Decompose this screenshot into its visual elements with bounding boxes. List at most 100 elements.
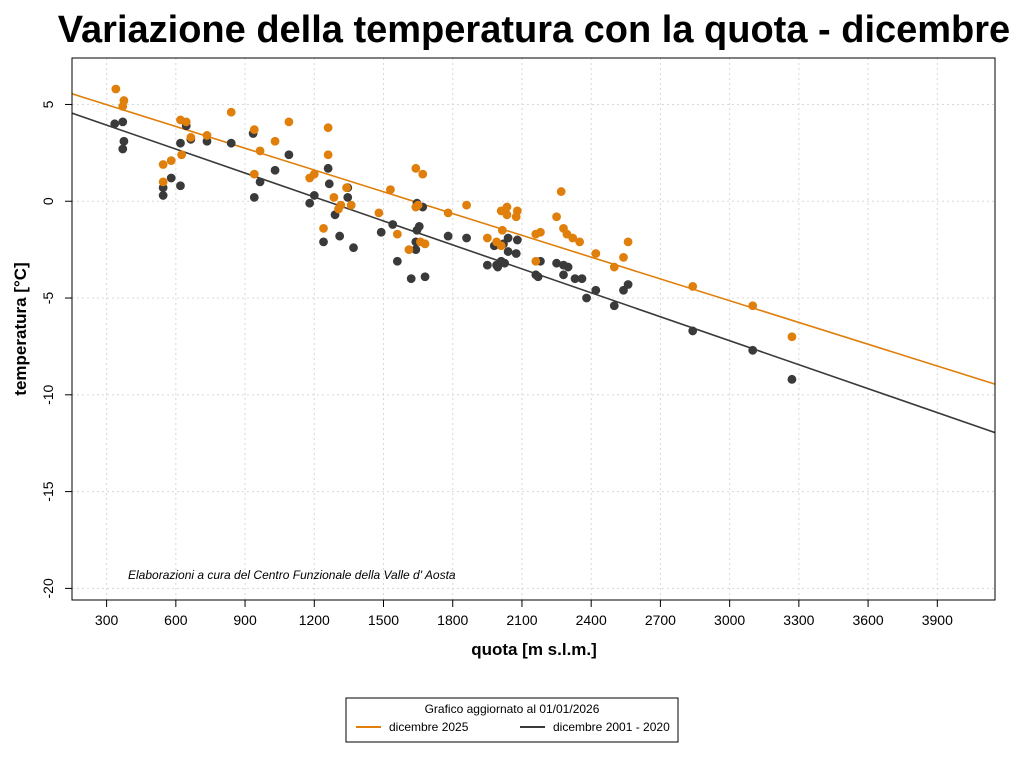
data-point-2025 [496,241,506,251]
x-tick-label: 600 [164,612,188,628]
x-axis-label: quota [m s.l.m.] [471,640,597,659]
y-tick-label: -15 [40,481,56,501]
data-point-2001-2020 [270,165,280,175]
x-tick-label: 2100 [506,612,537,628]
data-point-2025 [255,146,265,156]
legend-label-2025: dicembre 2025 [389,720,469,734]
data-point-2001-2020 [305,198,315,208]
data-point-2025 [111,84,121,94]
data-point-2001-2020 [619,285,628,295]
data-point-2025 [420,239,430,249]
data-point-2025 [511,212,521,222]
x-tick-label: 900 [233,612,257,628]
data-point-2001-2020 [176,181,185,191]
data-point-2025 [323,150,333,160]
data-point-2001-2020 [349,243,358,253]
regression-line-2025 [72,93,995,385]
legend-label-2001-2020: dicembre 2001 - 2020 [553,720,670,734]
data-point-2025 [787,332,797,342]
data-point-2001-2020 [343,192,353,202]
data-point-2001-2020 [158,191,168,200]
data-point-2025 [568,233,578,243]
data-point-2025 [482,233,492,243]
data-point-2001-2020 [512,235,522,245]
data-point-2025 [462,200,471,210]
data-point-2025 [556,187,566,196]
y-tick-label: 5 [40,100,56,108]
data-point-2001-2020 [500,258,510,268]
data-point-2001-2020 [688,326,698,336]
data-point-2001-2020 [176,138,185,148]
data-point-2001-2020 [443,231,453,241]
data-point-2025 [334,204,343,214]
x-tick-label: 2400 [576,612,607,628]
x-tick-label: 300 [95,612,119,628]
data-point-2025 [329,192,339,202]
data-point-2001-2020 [503,247,513,256]
data-point-2025 [392,229,402,239]
data-point-2025 [443,208,453,218]
x-tick-label: 2700 [645,612,676,628]
axes: 300 600 900 1200 1500 1800 2100 2400 2700 3000 330… [40,100,953,628]
data-point-2025 [166,156,176,165]
data-point-2025 [531,229,541,239]
data-point-2025 [404,245,414,255]
data-point-2001-2020 [462,233,471,243]
data-point-2025 [497,225,507,235]
y-tick-label: -20 [40,578,56,598]
data-point-2025 [249,125,259,135]
data-point-2001-2020 [503,233,513,243]
plot-frame [71,57,996,601]
data-point-2025 [591,249,601,258]
data-point-2001-2020 [412,225,422,235]
grid-layer [72,58,995,600]
data-point-2025 [309,169,319,179]
data-points [110,84,797,384]
data-point-2001-2020 [582,293,591,303]
data-point-2001-2020 [482,260,492,270]
data-point-2001-2020 [319,237,328,247]
data-point-2025 [502,210,512,220]
data-point-2001-2020 [577,274,587,284]
data-point-2025 [118,101,128,111]
data-point-2001-2020 [406,274,416,284]
data-point-2001-2020 [324,179,334,189]
chart-title: Variazione della temperatura con la quot… [58,9,1010,51]
data-point-2001-2020 [376,227,386,237]
data-point-2001-2020 [748,345,758,355]
data-point-2025 [319,223,328,233]
data-point-2001-2020 [559,270,568,280]
data-point-2001-2020 [563,262,573,272]
data-point-2001-2020 [110,119,120,129]
data-point-2025 [619,252,628,262]
data-point-2025 [688,282,698,291]
data-point-2001-2020 [249,192,259,202]
y-tick-label: -10 [40,384,56,404]
data-point-2001-2020 [309,191,319,200]
data-point-2001-2020 [255,177,265,187]
data-point-2025 [342,183,351,193]
data-point-2001-2020 [119,136,129,146]
x-tick-label: 1200 [299,612,330,628]
data-point-2025 [323,123,333,133]
data-point-2025 [249,169,259,179]
data-point-2025 [177,150,187,160]
y-tick-label: -5 [40,292,56,305]
data-point-2001-2020 [591,285,601,295]
data-point-2001-2020 [388,220,398,229]
x-tick-label: 3900 [922,612,953,628]
data-point-2025 [418,169,428,179]
data-point-2025 [552,212,561,222]
data-point-2001-2020 [609,301,619,311]
data-point-2001-2020 [511,249,521,258]
legend-title: Grafico aggiornato al 01/01/2026 [425,702,600,716]
data-point-2025 [186,132,196,142]
data-point-2001-2020 [284,150,294,160]
data-point-2025 [748,301,758,311]
data-point-2025 [202,131,212,140]
credit-annotation: Elaborazioni a cura del Centro Funzional… [128,568,456,582]
x-tick-label: 3300 [783,612,814,628]
data-point-2001-2020 [226,138,236,148]
data-point-2025 [609,262,619,272]
data-point-2025 [158,160,168,169]
